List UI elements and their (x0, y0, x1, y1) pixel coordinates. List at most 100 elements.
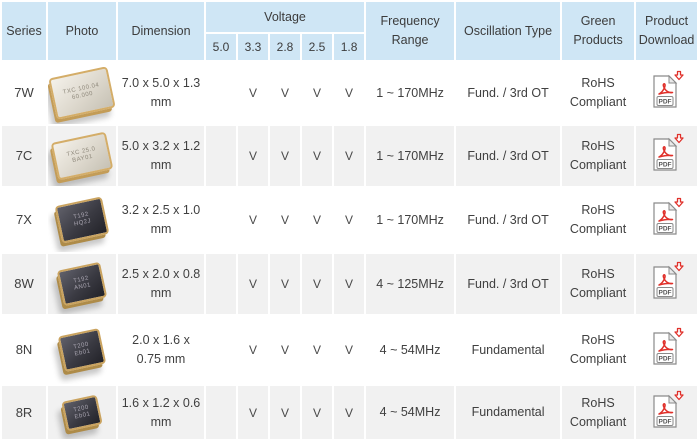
download-cell: PDF (636, 188, 698, 252)
voltage-1-8-mark: V (334, 188, 365, 252)
oscillation-type-value: Fundamental (456, 386, 561, 439)
oscillator-photo: TXC 100.04 60.000 (48, 66, 116, 120)
download-cell: PDF (636, 316, 698, 384)
header-voltage-3-3: 3.3 (238, 34, 268, 60)
frequency-range-value: 1 ~ 170MHz (366, 188, 455, 252)
table-row-7x: 7X T192 HQ2J 3.2 x 2.5 x 1.0 mm V V V V … (2, 188, 698, 252)
voltage-2-5-mark: V (302, 188, 332, 252)
table-header: Series Photo Dimension Voltage Frequency… (2, 2, 698, 60)
voltage-3-3-mark: V (238, 386, 268, 439)
voltage-1-8-mark: V (334, 386, 365, 439)
oscillator-photo: T192 AN01 (56, 261, 108, 307)
table-row-8r: 8R T200 Eb01 1.6 x 1.2 x 0.6 mm V V V V … (2, 386, 698, 439)
header-product-download: Product Download (636, 2, 698, 60)
pdf-download-icon[interactable]: PDF (650, 133, 684, 173)
header-voltage-5-0: 5.0 (206, 34, 236, 60)
header-frequency-range: Frequency Range (366, 2, 455, 60)
series-label: 8W (2, 254, 46, 314)
voltage-1-8-mark: V (334, 254, 365, 314)
pdf-download-icon[interactable]: PDF (650, 70, 684, 110)
header-photo: Photo (48, 2, 116, 60)
voltage-2-5-mark: V (302, 126, 332, 186)
photo-cell: TXC 25.0 BAY01 (48, 126, 116, 186)
table-row-8n: 8N T200 Eb01 2.0 x 1.6 x 0.75 mm V V V V… (2, 316, 698, 384)
oscillation-type-value: Fund. / 3rd OT (456, 188, 561, 252)
oscillation-type-value: Fund. / 3rd OT (456, 62, 561, 124)
pdf-download-icon[interactable]: PDF (650, 327, 684, 367)
voltage-1-8-mark: V (334, 316, 365, 384)
table-row-8w: 8W T192 AN01 2.5 x 2.0 x 0.8 mm V V V V … (2, 254, 698, 314)
series-label: 8N (2, 316, 46, 384)
voltage-2-8-mark: V (270, 188, 300, 252)
frequency-range-value: 4 ~ 54MHz (366, 386, 455, 439)
voltage-5-0-mark (206, 254, 236, 314)
series-label: 7X (2, 188, 46, 252)
voltage-2-8-mark: V (270, 316, 300, 384)
frequency-range-value: 4 ~ 54MHz (366, 316, 455, 384)
pdf-icon-label: PDF (658, 99, 671, 106)
series-label: 7C (2, 126, 46, 186)
header-voltage: Voltage (206, 2, 365, 32)
voltage-1-8-mark: V (334, 62, 365, 124)
oscillator-photo: T200 Eb01 (57, 328, 107, 372)
voltage-3-3-mark: V (238, 188, 268, 252)
pdf-download-icon[interactable]: PDF (650, 390, 684, 430)
header-series: Series (2, 2, 46, 60)
green-products-value: RoHS Compliant (562, 254, 635, 314)
pdf-download-icon[interactable]: PDF (650, 197, 684, 237)
oscillation-type-value: Fund. / 3rd OT (456, 254, 561, 314)
voltage-1-8-mark: V (334, 126, 365, 186)
voltage-3-3-mark: V (238, 316, 268, 384)
header-dimension: Dimension (118, 2, 204, 60)
dimension-value: 3.2 x 2.5 x 1.0 mm (118, 188, 204, 252)
header-oscillation-type: Oscillation Type (456, 2, 561, 60)
voltage-5-0-mark (206, 62, 236, 124)
voltage-2-5-mark: V (302, 62, 332, 124)
voltage-5-0-mark (206, 386, 236, 439)
pdf-icon-label: PDF (658, 162, 671, 169)
download-cell: PDF (636, 126, 698, 186)
header-voltage-1-8: 1.8 (334, 34, 365, 60)
voltage-2-5-mark: V (302, 254, 332, 314)
voltage-2-5-mark: V (302, 316, 332, 384)
pdf-download-icon[interactable]: PDF (650, 261, 684, 301)
voltage-3-3-mark: V (238, 62, 268, 124)
dimension-value: 1.6 x 1.2 x 0.6 mm (118, 386, 204, 439)
voltage-2-8-mark: V (270, 62, 300, 124)
green-products-value: RoHS Compliant (562, 188, 635, 252)
voltage-2-5-mark: V (302, 386, 332, 439)
voltage-3-3-mark: V (238, 126, 268, 186)
oscillation-type-value: Fundamental (456, 316, 561, 384)
header-voltage-2-8: 2.8 (270, 34, 300, 60)
green-products-value: RoHS Compliant (562, 126, 635, 186)
green-products-value: RoHS Compliant (562, 62, 635, 124)
frequency-range-value: 1 ~ 170MHz (366, 126, 455, 186)
pdf-icon-label: PDF (658, 356, 671, 363)
photo-cell: T200 Eb01 (48, 316, 116, 384)
photo-cell: TXC 100.04 60.000 (48, 62, 116, 124)
pdf-icon-label: PDF (658, 418, 671, 425)
photo-cell: T200 Eb01 (48, 386, 116, 439)
frequency-range-value: 1 ~ 170MHz (366, 62, 455, 124)
oscillator-photo: TXC 25.0 BAY01 (50, 131, 114, 181)
oscillation-type-value: Fund. / 3rd OT (456, 126, 561, 186)
download-cell: PDF (636, 254, 698, 314)
oscillator-photo: T192 HQ2J (54, 196, 110, 244)
series-label: 7W (2, 62, 46, 124)
voltage-5-0-mark (206, 126, 236, 186)
voltage-5-0-mark (206, 316, 236, 384)
voltage-5-0-mark (206, 188, 236, 252)
voltage-3-3-mark: V (238, 254, 268, 314)
download-cell: PDF (636, 386, 698, 439)
voltage-2-8-mark: V (270, 126, 300, 186)
pdf-icon-label: PDF (658, 226, 671, 233)
table-row-7w: 7W TXC 100.04 60.000 7.0 x 5.0 x 1.3 mm … (2, 62, 698, 124)
oscillator-photo: T200 Eb01 (61, 394, 103, 431)
series-label: 8R (2, 386, 46, 439)
header-green-products: Green Products (562, 2, 635, 60)
pdf-icon-label: PDF (658, 290, 671, 297)
dimension-value: 7.0 x 5.0 x 1.3 mm (118, 62, 204, 124)
dimension-value: 5.0 x 3.2 x 1.2 mm (118, 126, 204, 186)
dimension-value: 2.0 x 1.6 x 0.75 mm (118, 316, 204, 384)
